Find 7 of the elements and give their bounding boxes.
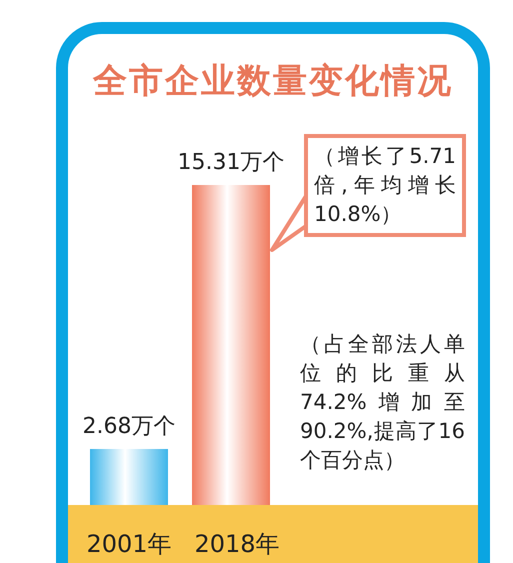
- callout: （增长了5.71倍,年均增长10.8%）: [304, 134, 466, 237]
- chart-title: 全市企业数量变化情况: [92, 61, 453, 101]
- x-tick-label: 2001年: [86, 530, 172, 558]
- data-label: 15.31万个: [178, 150, 284, 175]
- data-label: 2.68万个: [82, 414, 176, 439]
- x-tick-label: 2018年: [194, 530, 280, 558]
- text: （占全部法人单位的比重从74.2%增加至90.2%,提高了16个百分点）: [300, 331, 465, 474]
